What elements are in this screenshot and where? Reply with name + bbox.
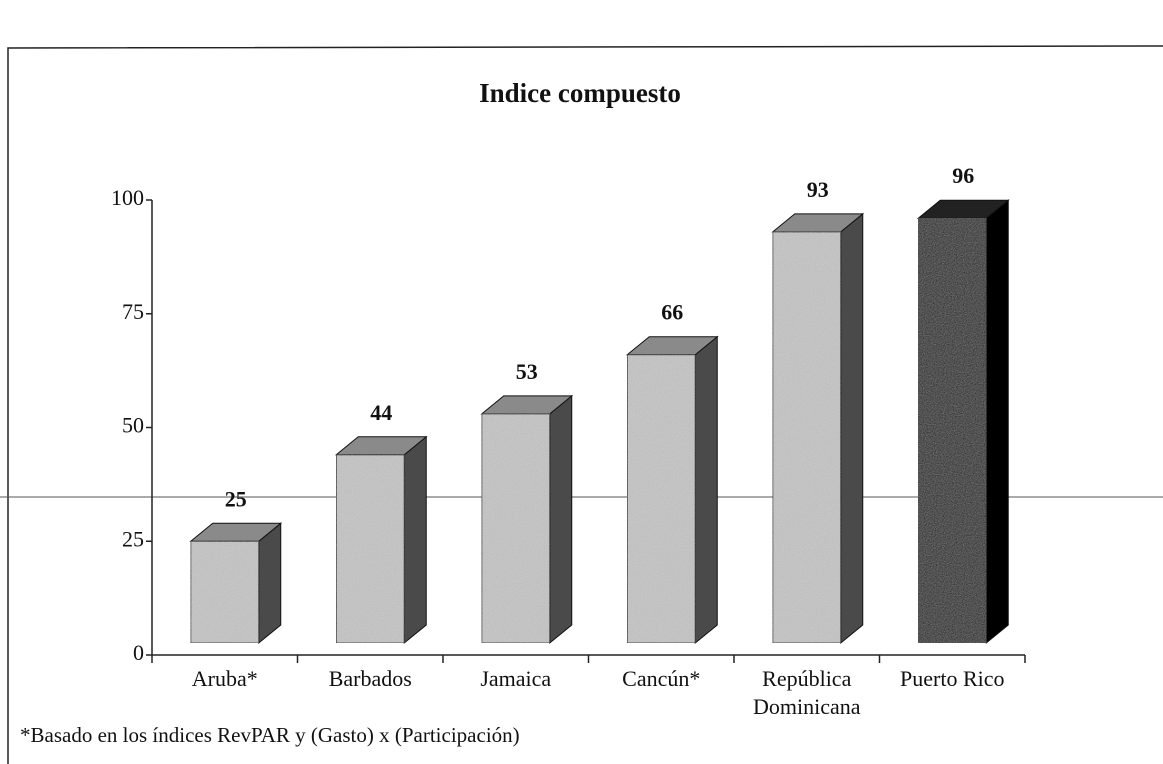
x-tick-label: Cancún* (622, 666, 701, 691)
data-label: 53 (516, 359, 538, 384)
bar-side (985, 199, 1009, 645)
y-tick-label: 100 (111, 185, 144, 210)
bar (917, 217, 987, 644)
x-tick-label: Puerto Rico (900, 666, 1005, 691)
y-tick-label: 75 (122, 299, 144, 324)
x-tick-label: República Dominicana (752, 666, 861, 719)
bar (626, 354, 696, 644)
y-tick-label: 25 (122, 526, 144, 551)
y-tick-label: 50 (122, 413, 144, 438)
data-label: 66 (661, 300, 683, 325)
data-label: 44 (370, 400, 392, 425)
data-label: 96 (952, 163, 974, 188)
bar (190, 540, 260, 644)
bar (772, 231, 842, 644)
bar (481, 413, 551, 644)
bar (335, 454, 405, 644)
frame (7, 45, 1163, 764)
bar-side (403, 435, 427, 645)
y-tick-label: 0 (133, 640, 144, 665)
bar-side (694, 335, 718, 645)
x-tick-label: Barbados (328, 666, 412, 691)
data-label: 25 (225, 486, 247, 511)
chart-title: Indice compuesto (479, 78, 681, 108)
bar-side (258, 522, 282, 645)
footnote: *Basado en los índices RevPAR y (Gasto) … (20, 723, 520, 747)
bar-side (549, 394, 573, 645)
x-tick-label: Jamaica (480, 666, 552, 691)
bar-side (840, 212, 864, 645)
x-tick-label: Aruba* (191, 666, 258, 691)
data-label: 93 (807, 177, 829, 202)
